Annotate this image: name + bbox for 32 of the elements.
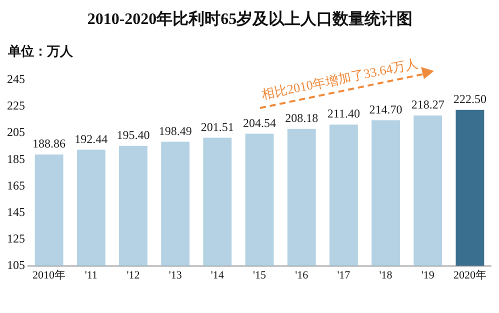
data-label: 195.40 [116,128,150,142]
data-label: 192.44 [74,132,108,146]
x-tick-label: '18 [379,269,393,282]
x-tick-label: '13 [168,269,182,282]
data-label: 198.49 [158,124,192,138]
x-tick-label: '11 [84,269,98,282]
y-tick-label: 205 [7,125,25,140]
data-label: 222.50 [453,92,486,106]
y-tick-label: 165 [7,178,25,192]
x-tick-label: '16 [295,269,309,282]
data-label: 214.70 [369,102,402,116]
data-label: 188.86 [32,136,66,151]
y-tick-label: 185 [7,152,25,166]
chart-title: 2010-2020年比利时65岁及以上人口数量统计图 [87,10,413,28]
y-tick-label: 145 [7,204,25,219]
data-label: 204.54 [243,116,276,130]
x-tick-label: '19 [421,269,435,282]
x-tick-label: '15 [253,269,266,282]
x-tick-label: '12 [126,269,140,282]
y-tick-label: 225 [7,98,25,113]
y-axis-title: 单位：万人 [7,43,74,60]
x-tick-label: '17 [337,269,351,282]
x-tick-label: 2010年 [32,269,66,282]
x-tick-label: '14 [210,269,224,282]
data-label: 201.51 [200,120,234,134]
data-label: 208.18 [285,111,318,126]
y-tick-label: 245 [7,72,25,86]
data-label: 211.40 [327,106,360,121]
y-tick-label: 125 [7,231,25,246]
x-tick-label: 2020年 [453,269,486,282]
y-tick-label: 105 [7,258,25,272]
data-label: 218.27 [411,98,444,112]
